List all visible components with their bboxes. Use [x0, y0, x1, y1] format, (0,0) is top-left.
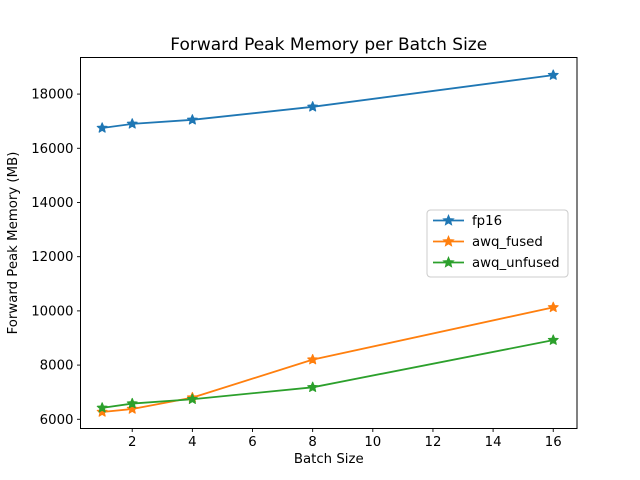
y-tick-label: 6000: [40, 413, 74, 428]
data-point-marker-awq_unfused: [307, 381, 319, 393]
legend-label-fp16: fp16: [472, 214, 502, 229]
legend-marker: [442, 235, 455, 247]
x-tick-label: 12: [424, 435, 441, 450]
chart-title: Forward Peak Memory per Batch Size: [170, 35, 487, 55]
legend-label-awq_unfused: awq_unfused: [472, 256, 560, 271]
series-line-awq_unfused: [101, 339, 555, 409]
plot-border: [80, 57, 578, 429]
series-lines: [96, 69, 559, 417]
legend-box: [426, 209, 569, 278]
x-tick-label: 14: [485, 435, 502, 450]
data-point-marker-fp16: [126, 118, 138, 129]
x-tick-label: 10: [364, 435, 381, 450]
data-point-marker-awq_unfused: [186, 393, 198, 404]
data-point-marker-fp16: [186, 114, 198, 125]
x-tick-label: 2: [128, 435, 136, 450]
legend-label-awq_fused: awq_fused: [472, 235, 543, 250]
data-point-marker-awq_unfused: [126, 397, 138, 409]
y-tick-label: 14000: [31, 196, 73, 211]
y-tick-label: 10000: [31, 304, 73, 319]
series-line-awq_fused: [101, 306, 555, 413]
data-point-marker-awq_fused: [96, 406, 108, 417]
x-tick-label: 16: [545, 435, 562, 450]
data-point-marker-fp16: [307, 101, 319, 112]
legend-marker: [442, 214, 455, 226]
series-line-fp16: [101, 74, 555, 129]
legend: fp16 awq_fused awq_unfused: [426, 209, 569, 278]
y-tick-label: 8000: [40, 359, 74, 374]
y-axis-ticks: 6000 8000 10000 12000 14000 16000 18000: [31, 88, 81, 428]
data-point-marker-awq_fused: [126, 403, 138, 414]
x-axis-ticks: 2 4 6 8 10 12 14 16: [128, 428, 562, 450]
data-point-marker-fp16: [547, 69, 559, 80]
x-tick-label: 8: [308, 435, 316, 450]
y-tick-label: 12000: [31, 250, 73, 265]
y-tick-label: 18000: [31, 88, 73, 103]
data-point-marker-awq_fused: [547, 301, 559, 313]
x-axis-label: Batch Size: [294, 452, 364, 467]
data-point-marker-awq_unfused: [547, 334, 559, 345]
legend-marker: [442, 256, 455, 268]
y-tick-label: 16000: [31, 142, 73, 157]
y-axis-label: Forward Peak Memory (MB): [6, 152, 21, 335]
data-point-marker-awq_fused: [307, 353, 319, 365]
data-point-marker-awq_unfused: [96, 402, 108, 413]
x-tick-label: 4: [188, 435, 196, 450]
data-point-marker-fp16: [96, 122, 108, 133]
x-tick-label: 6: [248, 435, 256, 450]
